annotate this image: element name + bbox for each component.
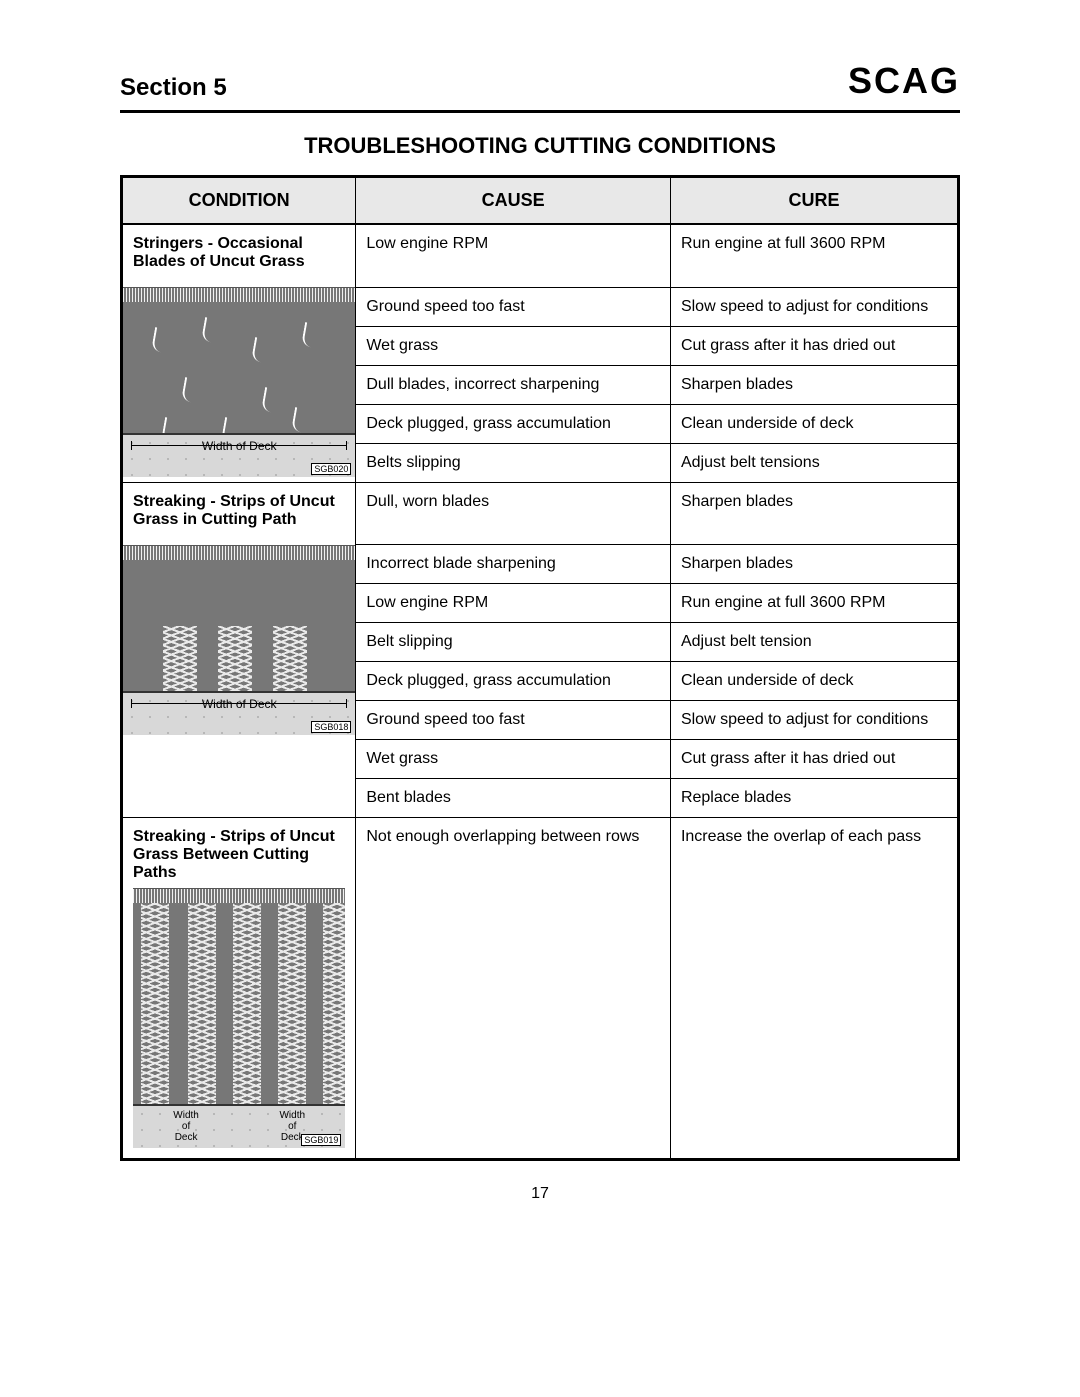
cause-cell: Low engine RPM	[356, 584, 671, 623]
condition-cell: Streaking - Strips of Uncut Grass in Cut…	[122, 482, 356, 545]
cure-cell: Slow speed to adjust for conditions	[670, 701, 958, 740]
diagram-ref-code: SGB018	[311, 721, 351, 733]
cure-cell: Clean underside of deck	[670, 404, 958, 443]
condition-cell: Streaking - Strips of Uncut Grass Betwee…	[122, 818, 356, 1160]
table-row: Stringers - Occasional Blades of Uncut G…	[122, 224, 959, 287]
cause-cell: Not enough overlapping between rows	[356, 818, 671, 1160]
condition-image-cell: Width of Deck SGB020	[122, 287, 356, 482]
cure-cell: Adjust belt tension	[670, 623, 958, 662]
cure-cell: Run engine at full 3600 RPM	[670, 224, 958, 287]
cause-cell: Belt slipping	[356, 623, 671, 662]
header-row: Section 5 SCAG	[120, 60, 960, 113]
cause-cell: Ground speed too fast	[356, 701, 671, 740]
cure-cell: Slow speed to adjust for conditions	[670, 287, 958, 326]
cause-cell: Belts slipping	[356, 443, 671, 482]
col-condition: CONDITION	[122, 177, 356, 225]
page-title: TROUBLESHOOTING CUTTING CONDITIONS	[120, 133, 960, 159]
cure-cell: Adjust belt tensions	[670, 443, 958, 482]
cause-cell: Wet grass	[356, 326, 671, 365]
table-row: Width of DeckSGB018Incorrect blade sharp…	[122, 545, 959, 584]
troubleshooting-table: CONDITION CAUSE CURE Stringers - Occasio…	[120, 175, 960, 1161]
cause-cell: Bent blades	[356, 779, 671, 818]
cure-cell: Run engine at full 3600 RPM	[670, 584, 958, 623]
table-row: Width of DeckSGB020Ground speed too fast…	[122, 287, 959, 326]
page: Section 5 SCAG TROUBLESHOOTING CUTTING C…	[0, 0, 1080, 1243]
cure-cell: Sharpen blades	[670, 482, 958, 545]
condition-title: Streaking - Strips of Uncut Grass Betwee…	[133, 828, 345, 882]
table-header-row: CONDITION CAUSE CURE	[122, 177, 959, 225]
cure-cell: Clean underside of deck	[670, 662, 958, 701]
deck-width-label: Width of Deck	[123, 697, 355, 711]
deck-width-strip: WidthofDeckWidthofDeckSGB019	[133, 1104, 345, 1148]
cause-cell: Deck plugged, grass accumulation	[356, 662, 671, 701]
condition-diagram: WidthofDeckWidthofDeckSGB019	[133, 888, 345, 1148]
brand-logo: SCAG	[848, 60, 960, 102]
section-label: Section 5	[120, 74, 227, 102]
cure-cell: Increase the overlap of each pass	[670, 818, 958, 1160]
col-cause: CAUSE	[356, 177, 671, 225]
deck-width-strip: Width of Deck SGB018	[123, 691, 355, 735]
cure-cell: Sharpen blades	[670, 365, 958, 404]
diagram-ref-code: SGB019	[301, 1134, 341, 1146]
table-row: Streaking - Strips of Uncut Grass in Cut…	[122, 482, 959, 545]
cure-cell: Replace blades	[670, 779, 958, 818]
cause-cell: Dull, worn blades	[356, 482, 671, 545]
deck-width-label: Width of Deck	[123, 439, 355, 453]
page-number: 17	[120, 1185, 960, 1203]
condition-title: Stringers - Occasional Blades of Uncut G…	[133, 235, 345, 271]
cure-cell: Sharpen blades	[670, 545, 958, 584]
cause-cell: Incorrect blade sharpening	[356, 545, 671, 584]
cause-cell: Wet grass	[356, 740, 671, 779]
cure-cell: Cut grass after it has dried out	[670, 326, 958, 365]
table-row: Streaking - Strips of Uncut Grass Betwee…	[122, 818, 959, 1160]
cause-cell: Low engine RPM	[356, 224, 671, 287]
condition-title: Streaking - Strips of Uncut Grass in Cut…	[133, 493, 345, 529]
condition-cell: Stringers - Occasional Blades of Uncut G…	[122, 224, 356, 287]
condition-image-cell: Width of Deck SGB018	[122, 545, 356, 818]
deck-width-strip: Width of Deck SGB020	[123, 433, 355, 477]
cause-cell: Dull blades, incorrect sharpening	[356, 365, 671, 404]
cure-cell: Cut grass after it has dried out	[670, 740, 958, 779]
cause-cell: Deck plugged, grass accumulation	[356, 404, 671, 443]
cause-cell: Ground speed too fast	[356, 287, 671, 326]
deck-width-label-left: WidthofDeck	[133, 1110, 239, 1143]
diagram-ref-code: SGB020	[311, 463, 351, 475]
condition-diagram: Width of Deck SGB018	[123, 545, 355, 735]
condition-diagram: Width of Deck SGB020	[123, 287, 355, 477]
col-cure: CURE	[670, 177, 958, 225]
